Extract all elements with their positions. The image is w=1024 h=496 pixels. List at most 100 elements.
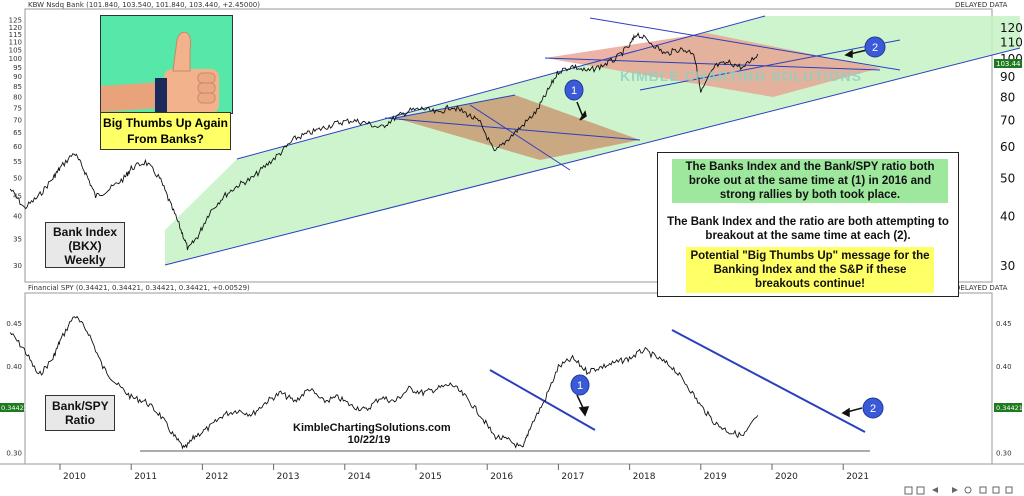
ratio-last-value-right: 0.34421 <box>996 404 1023 412</box>
y-tick-left: 105 <box>9 47 22 55</box>
date-text: 10/22/19 <box>347 434 391 446</box>
pan-right-icon <box>952 487 958 493</box>
ratio-tick-right: 0.40 <box>996 363 1012 371</box>
x-tick-label: 2017 <box>561 472 584 482</box>
credit-text: KimbleChartingSolutions.com <box>293 422 451 434</box>
brown-channel-fill <box>395 95 640 160</box>
y-tick-left: 50 <box>13 174 22 182</box>
red-top-left-line <box>544 57 881 71</box>
y-tick-left: 85 <box>13 83 22 91</box>
thumbs-up-icon <box>101 31 219 113</box>
bkx-price-line <box>9 32 759 251</box>
marker-1-icon: 1 <box>570 374 590 396</box>
y-tick-right: 40 <box>1000 210 1015 224</box>
y-tick-right: 90 <box>1000 70 1015 84</box>
upper-panel-frame <box>24 8 993 283</box>
ratio-downtrend-1 <box>489 369 596 431</box>
marker-2-upper-text: 2 <box>872 42 878 54</box>
y-tick-left: 35 <box>13 236 22 244</box>
y-tick-left: 115 <box>9 31 22 39</box>
ratio-series <box>9 315 759 450</box>
y-tick-left: 70 <box>13 116 22 124</box>
brown-bottom-line <box>469 104 571 171</box>
y-tick-left: 80 <box>13 93 22 101</box>
y-tick-left: 65 <box>13 129 22 137</box>
ratio-last-value-left: 0.34421 <box>1 404 28 412</box>
y-tick-left: 40 <box>13 213 22 221</box>
x-tick-label: 2010 <box>63 472 86 482</box>
brown-top-right-line <box>384 117 641 141</box>
y-tick-left: 30 <box>13 262 22 270</box>
marker-1-upper-text: 1 <box>571 85 577 97</box>
red-channel-fill <box>545 33 880 97</box>
y-tick-left: 110 <box>9 39 22 47</box>
lower-delayed-label: DELAYED DATA <box>955 284 1008 292</box>
y-tick-left: 75 <box>13 105 22 113</box>
x-tick-label: 2011 <box>134 472 157 482</box>
channel-top-line <box>236 15 766 160</box>
y-tick-left: 60 <box>13 143 22 151</box>
y-tick-left: 125 <box>9 17 22 25</box>
bkx-last-value: 103.44 <box>996 60 1021 68</box>
marker-1-icon: 1 <box>564 79 584 101</box>
lower-panel-title: Financial SPY (0.34421, 0.34421, 0.34421… <box>28 284 250 292</box>
y-tick-right: 30 <box>1000 259 1015 273</box>
ratio-last-badge-left <box>0 403 24 412</box>
y-tick-left: 55 <box>13 158 22 166</box>
x-tick-label: 2014 <box>348 472 371 482</box>
pan-left-icon <box>932 487 938 493</box>
chart-toolbar <box>904 486 1013 495</box>
brown-top-line <box>394 94 516 119</box>
y-tick-left: 95 <box>13 64 22 72</box>
bank-index-label: Bank Index (BKX) Weekly <box>45 222 125 268</box>
lower-y-ticks: 0.300.300.350.350.400.400.450.45 <box>6 320 1011 457</box>
bank-spy-label: Bank/SPY Ratio <box>45 395 115 431</box>
y-tick-left: 100 <box>9 55 22 63</box>
ratio-tick-left: 0.45 <box>6 320 22 328</box>
marker-2-lower-text: 2 <box>870 403 876 415</box>
y-tick-left: 120 <box>9 24 22 32</box>
y-tick-left: 45 <box>13 192 22 200</box>
channel-bottom-line <box>164 47 1021 266</box>
y-tick-right: 80 <box>1000 90 1015 104</box>
y-tick-right: 50 <box>1000 171 1015 185</box>
marker-2-icon: 2 <box>864 36 886 58</box>
info-box: The Banks Index and the Bank/SPY ratio b… <box>657 152 959 297</box>
ratio-tick-left: 0.30 <box>6 449 22 457</box>
thumbs-caption: Big Thumbs Up Again From Banks? <box>100 112 231 150</box>
x-tick-label: 2012 <box>205 472 228 482</box>
marker-2-icon: 2 <box>862 397 884 419</box>
y-tick-right: 120 <box>1000 21 1023 35</box>
y-tick-right: 70 <box>1000 113 1015 127</box>
watermark: KIMBLE CHARTING SOLUTIONS <box>620 68 862 84</box>
x-tick-label: 2018 <box>633 472 656 482</box>
x-axis-ticks: 2010 2011 2012 2013 2014 2015 2016 2017 2018 2019… <box>59 464 869 482</box>
red-top-line <box>589 17 901 71</box>
ratio-tick-right: 0.30 <box>996 449 1012 457</box>
ratio-tick-right: 0.45 <box>996 320 1012 328</box>
y-tick-right: 110 <box>1000 36 1023 50</box>
arrow-icon <box>849 49 868 55</box>
ratio-line <box>9 315 759 450</box>
thumbs-up-image <box>100 15 233 114</box>
upper-panel-title: KBW Nsdq Bank (101.840, 103.540, 101.840… <box>28 1 260 9</box>
x-tick-label: 2016 <box>490 472 513 482</box>
marker-1-lower-text: 1 <box>577 380 583 392</box>
bkx-last-badge <box>994 59 1022 68</box>
bkx-series <box>9 32 759 251</box>
x-tick-label: 2015 <box>419 472 442 482</box>
y-tick-right: 60 <box>1000 140 1015 154</box>
x-tick-label: 2021 <box>846 472 869 482</box>
settings-icon <box>964 486 972 494</box>
arrow-icon <box>576 101 584 118</box>
upper-delayed-label: DELAYED DATA <box>955 1 1008 9</box>
zoom-out-icon <box>916 486 925 495</box>
ratio-downtrend-2 <box>671 329 866 433</box>
x-tick-label: 2020 <box>775 472 798 482</box>
x-tick-label: 2013 <box>277 472 300 482</box>
ratio-tick-left: 0.40 <box>6 363 22 371</box>
upper-y-ticks: 3035404550556065707580859095100105110115… <box>9 17 1023 273</box>
info-paragraph-3: Potential "Big Thumbs Up" message for th… <box>686 247 934 293</box>
info-paragraph-2: The Bank Index and the ratio are both at… <box>667 216 949 242</box>
y-tick-left: 90 <box>13 73 22 81</box>
